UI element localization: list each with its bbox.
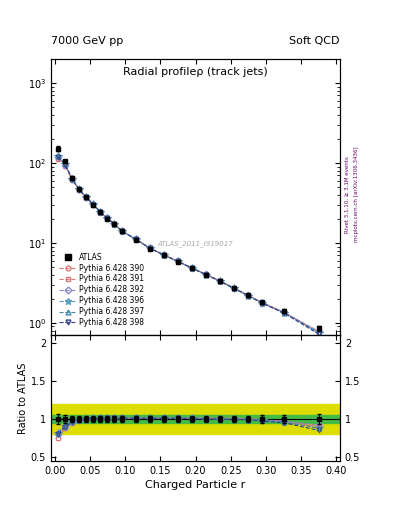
Text: Rivet 3.1.10, ≥ 3.1M events: Rivet 3.1.10, ≥ 3.1M events [345, 156, 350, 233]
Legend: ATLAS, Pythia 6.428 390, Pythia 6.428 391, Pythia 6.428 392, Pythia 6.428 396, P: ATLAS, Pythia 6.428 390, Pythia 6.428 39… [58, 251, 146, 329]
X-axis label: Charged Particle r: Charged Particle r [145, 480, 246, 490]
Text: 7000 GeV pp: 7000 GeV pp [51, 36, 123, 46]
Text: Radial profileρ (track jets): Radial profileρ (track jets) [123, 67, 268, 77]
Text: mcplots.cern.ch [arXiv:1306.3436]: mcplots.cern.ch [arXiv:1306.3436] [354, 147, 359, 242]
Bar [51, 415, 340, 423]
Text: Soft QCD: Soft QCD [290, 36, 340, 46]
Y-axis label: Ratio to ATLAS: Ratio to ATLAS [18, 362, 28, 434]
Text: ATLAS_2011_I919017: ATLAS_2011_I919017 [158, 240, 233, 247]
Bar [51, 403, 340, 434]
